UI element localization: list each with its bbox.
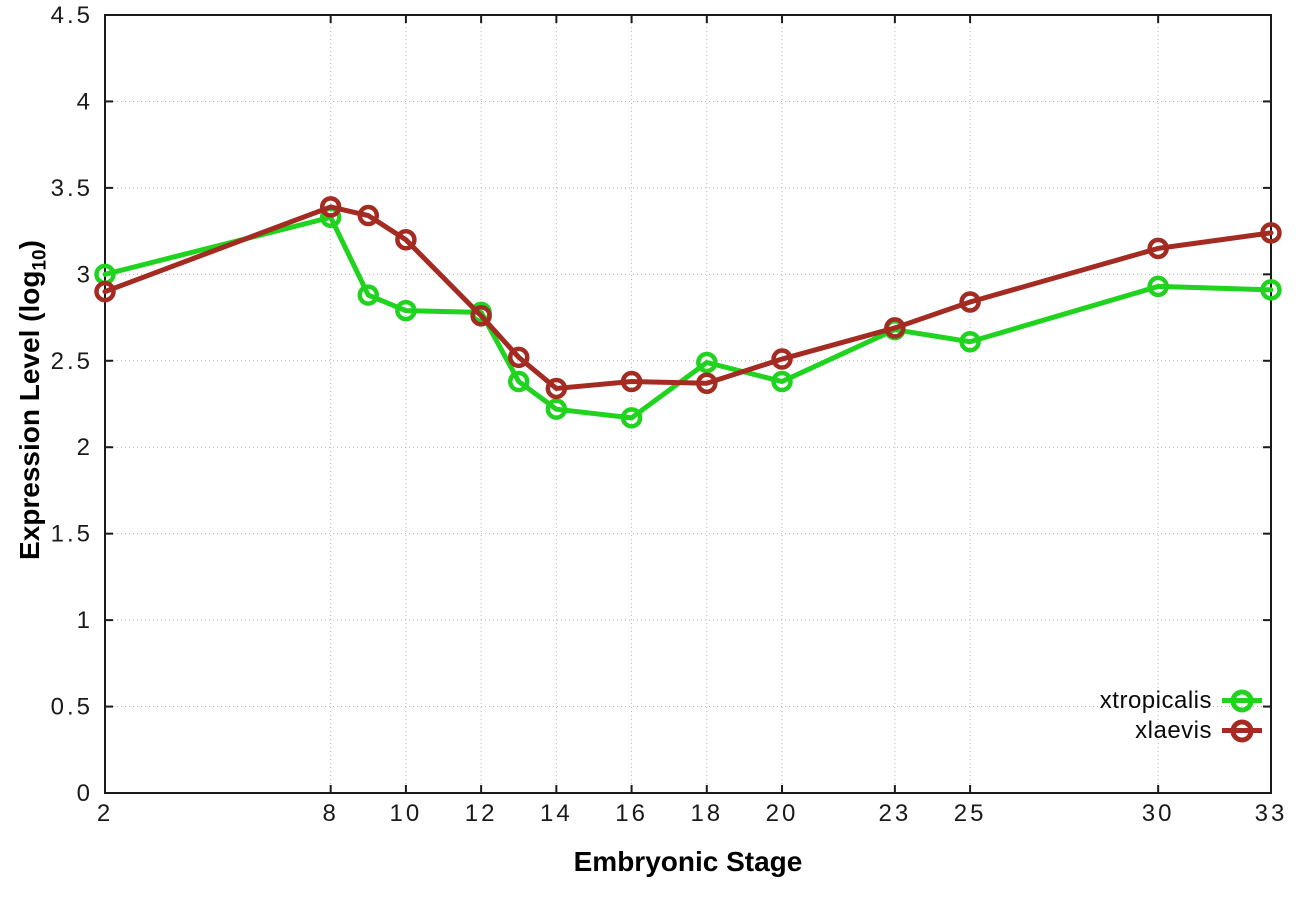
y-tick-label: 4 [77,88,93,115]
legend-item-xlaevis: xlaevis [1135,716,1262,744]
data-marker-xtropicalis [959,331,981,353]
legend-circle-icon [1230,719,1254,742]
x-tick-label: 16 [615,800,648,827]
series-line-xlaevis [102,204,1274,391]
x-tick-label: 8 [322,800,338,827]
x-tick-label: 18 [690,800,723,827]
data-marker-xlaevis [959,291,981,313]
data-marker-xlaevis [771,348,793,370]
legend-circle-icon [1230,689,1254,712]
x-tick-label: 30 [1142,800,1175,827]
x-tick-label: 23 [879,800,912,827]
data-marker-xtropicalis [507,370,530,393]
data-marker-xlaevis [1260,222,1282,244]
y-tick-label: 3 [77,261,93,288]
legend-marker-xtropicalis [1222,688,1262,713]
x-tick-label: 14 [540,800,573,827]
data-marker-xtropicalis [620,407,643,429]
data-marker-xlaevis [319,196,342,218]
y-axis-title-subscript: 10 [29,249,51,271]
data-marker-xtropicalis [696,351,718,374]
data-marker-xtropicalis [1260,279,1282,301]
x-tick-label: 10 [390,800,423,827]
data-marker-xlaevis [94,280,116,303]
x-tick-label: 20 [766,800,799,827]
data-marker-xtropicalis [1147,275,1169,298]
y-tick-label: 3.5 [51,175,93,202]
y-tick-label: 1.5 [51,521,93,548]
y-tick-label: 2.5 [51,348,93,375]
data-marker-xtropicalis [357,284,380,306]
x-tick-label: 2 [97,800,113,827]
data-marker-xlaevis [507,346,530,369]
plot-border [104,14,1272,794]
data-marker-xlaevis [620,370,643,393]
legend-label-xlaevis: xlaevis [1135,716,1212,744]
data-marker-xlaevis [470,305,492,327]
y-axis-title-text: Expression Level (log [14,270,45,560]
x-tick-label: 12 [465,800,498,827]
y-axis-title-close: ) [14,240,45,250]
y-tick-label: 1 [77,607,93,634]
x-tick-label: 25 [954,800,987,827]
data-marker-xlaevis [545,377,568,400]
y-tick-label: 4.5 [51,2,93,29]
x-axis-title: Embryonic Stage [573,846,803,877]
y-tick-label: 0.5 [51,694,93,721]
legend-marker-xlaevis [1222,718,1262,743]
y-tick-label: 0 [77,780,93,807]
x-tick-label: 33 [1255,800,1288,827]
data-marker-xtropicalis [771,370,793,393]
data-marker-xlaevis [884,317,906,339]
data-marker-xtropicalis [545,398,568,420]
data-marker-xlaevis [1147,237,1169,260]
data-marker-xlaevis [357,204,380,227]
data-marker-xtropicalis [395,299,417,322]
data-marker-xlaevis [395,229,417,251]
data-marker-xlaevis [696,372,718,395]
legend-item-xtropicalis: xtropicalis [1099,686,1262,714]
series-line-xtropicalis [102,214,1274,421]
legend: xtropicalis xlaevis [1099,686,1262,744]
y-tick-label: 2 [77,434,93,461]
y-axis-title: Expression Level (log10) [8,100,52,700]
legend-label-xtropicalis: xtropicalis [1099,686,1212,714]
